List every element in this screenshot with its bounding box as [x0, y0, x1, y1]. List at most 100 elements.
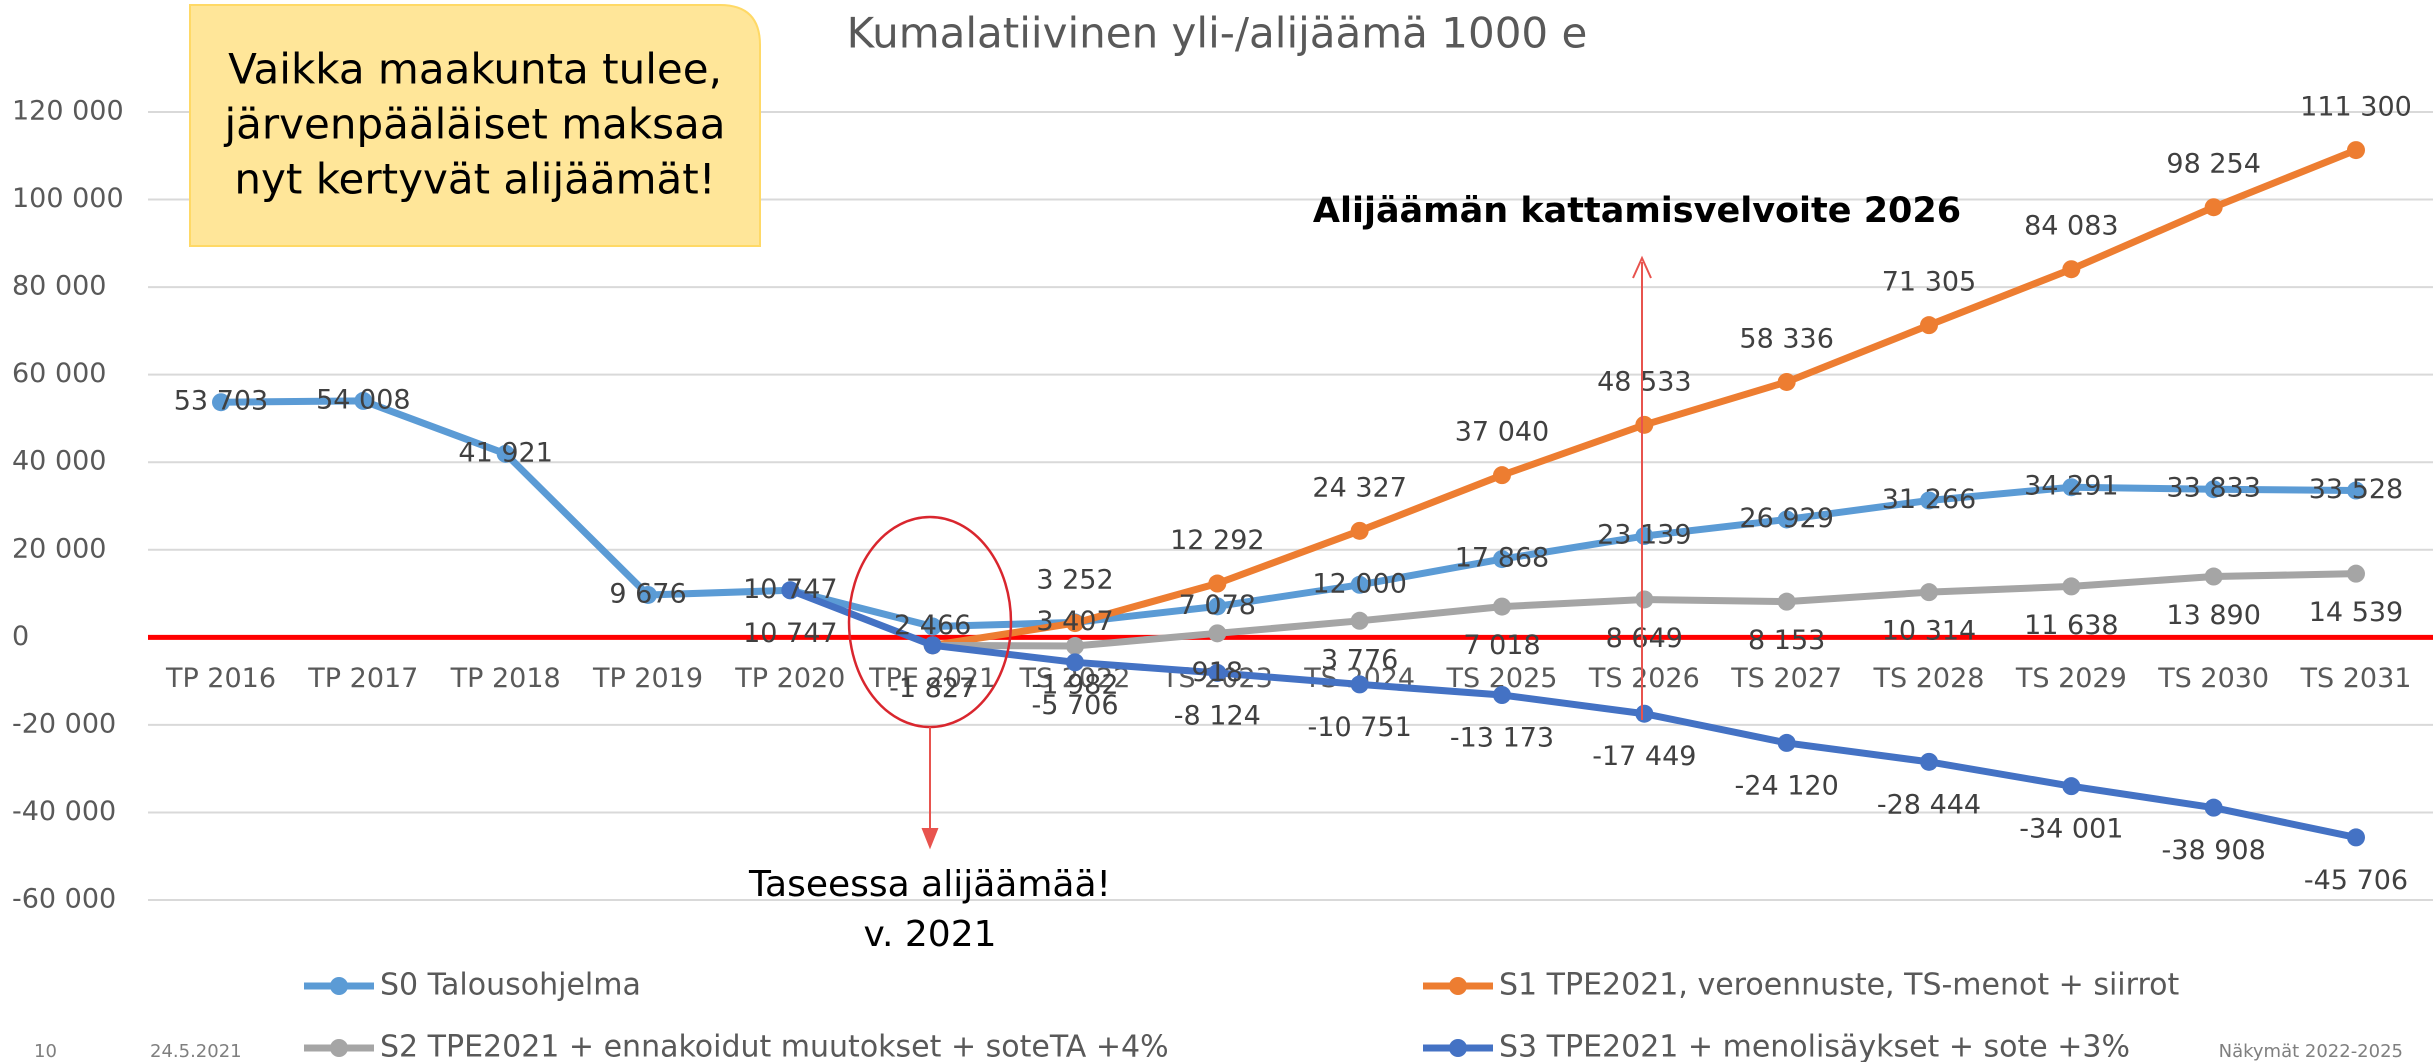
legend-marker: [1449, 1039, 1467, 1057]
point: [2347, 141, 2365, 160]
data-label: 53 703: [174, 386, 268, 417]
point: [781, 581, 800, 600]
data-label: 918: [1192, 657, 1244, 688]
point: [1777, 372, 1796, 391]
callout-text: Vaikka maakunta tulee,: [228, 45, 722, 94]
data-label: 2 466: [894, 610, 971, 641]
data-label: 84 083: [2024, 211, 2118, 242]
annotation: Alijäämän kattamisvelvoite 2026: [1313, 191, 1961, 231]
y-tick-label: -20 000: [12, 708, 116, 739]
legend-label: S3 TPE2021 + menolisäykset + sote +3%: [1499, 1030, 2130, 1062]
data-label: 23 139: [1597, 520, 1691, 551]
data-label: -34 001: [2019, 814, 2123, 845]
footer-text: Näkymät 2022-2025: [2219, 1041, 2403, 1062]
point: [1777, 592, 1796, 611]
data-label: 111 300: [2300, 92, 2412, 123]
point: [2204, 567, 2223, 586]
x-tick-label: TS 2031: [2300, 663, 2412, 694]
arrow-head: [921, 827, 939, 850]
callout-text: järvenpääläiset maksaa: [223, 100, 725, 149]
x-tick-label: TPE 2021: [868, 663, 996, 694]
data-label: 31 266: [1882, 484, 1976, 515]
point: [639, 585, 657, 604]
annotation: v. 2021: [863, 914, 996, 955]
y-tick-label: 20 000: [12, 533, 106, 564]
data-label: 3 776: [1321, 644, 1398, 675]
point: [1208, 574, 1227, 593]
y-tick-label: -40 000: [12, 796, 116, 827]
point: [1350, 521, 1369, 540]
data-label: 9 676: [609, 578, 686, 609]
data-label: 48 533: [1597, 366, 1691, 397]
point: [1920, 491, 1938, 510]
legend-label: S2 TPE2021 + ennakoidut muutokset + sote…: [380, 1030, 1169, 1062]
x-tick-label: TS 2027: [1730, 663, 1842, 694]
point: [496, 444, 515, 463]
data-label: 17 868: [1455, 543, 1549, 574]
data-label: 54 008: [316, 384, 410, 415]
point: [1066, 637, 1084, 656]
point: [1493, 466, 1511, 485]
data-label: 7 018: [1463, 630, 1540, 661]
point: [2062, 478, 2081, 497]
data-label: 3 252: [1036, 565, 1113, 596]
data-label: 41 921: [458, 437, 552, 468]
data-label: 3 407: [1036, 606, 1113, 637]
data-label: 11 638: [2024, 610, 2118, 641]
page-number: 10: [34, 1041, 57, 1062]
point: [1493, 550, 1511, 569]
data-label: -17 449: [1592, 741, 1696, 772]
point: [1635, 527, 1654, 546]
point: [1920, 583, 1938, 602]
data-label: 34 291: [2024, 471, 2118, 502]
arrow-head: [1632, 255, 1652, 279]
point: [1920, 316, 1938, 335]
point: [1777, 510, 1796, 529]
chart-title: Kumalatiivinen yli-/alijäämä 1000 e: [847, 9, 1588, 58]
point: [1208, 663, 1227, 682]
point: [2062, 577, 2081, 596]
data-label: 13 890: [2166, 600, 2260, 631]
x-tick-label: TS 2028: [1873, 663, 1985, 694]
point: [1066, 614, 1084, 633]
point: [2347, 564, 2365, 583]
data-label: -13 173: [1450, 723, 1554, 754]
series-line: [789, 587, 2357, 841]
point: [923, 617, 942, 636]
point: [2347, 828, 2365, 847]
legend-label: S1 TPE2021, veroennuste, TS-menot + siir…: [1499, 968, 2179, 1003]
x-tick-label: TS 2030: [2157, 663, 2269, 694]
data-label: 33 528: [2309, 474, 2403, 505]
point: [1920, 752, 1938, 771]
data-label: 26 929: [1739, 503, 1833, 534]
point: [1066, 653, 1084, 672]
legend-label: S0 Talousohjelma: [380, 968, 641, 1003]
data-label: 58 336: [1739, 323, 1833, 354]
data-label: 24 327: [1312, 472, 1406, 503]
point: [212, 393, 230, 412]
data-label: -8 124: [1174, 700, 1261, 731]
data-label: 37 040: [1455, 417, 1549, 448]
y-tick-label: 60 000: [12, 358, 106, 389]
data-label: 10 747: [743, 574, 837, 605]
data-label: -38 908: [2162, 835, 2266, 866]
x-tick-label: TP 2020: [734, 663, 845, 694]
point: [1208, 597, 1227, 616]
point: [1635, 590, 1654, 609]
data-label: -24 120: [1735, 770, 1839, 801]
point: [923, 636, 942, 655]
point: [1493, 686, 1511, 705]
point: [1635, 704, 1654, 723]
annotation: Taseessa alijäämää!: [748, 864, 1111, 905]
point: [1777, 733, 1796, 752]
x-tick-label: TS 2029: [2015, 663, 2127, 694]
x-tick-label: TP 2018: [450, 663, 561, 694]
y-tick-label: 0: [12, 621, 29, 652]
data-label: 7 078: [1179, 590, 1256, 621]
y-tick-label: 40 000: [12, 446, 106, 477]
data-label: 71 305: [1882, 267, 1976, 298]
data-label: 8 153: [1748, 625, 1825, 656]
data-label: 10 314: [1882, 616, 1976, 647]
point: [2062, 777, 2081, 796]
